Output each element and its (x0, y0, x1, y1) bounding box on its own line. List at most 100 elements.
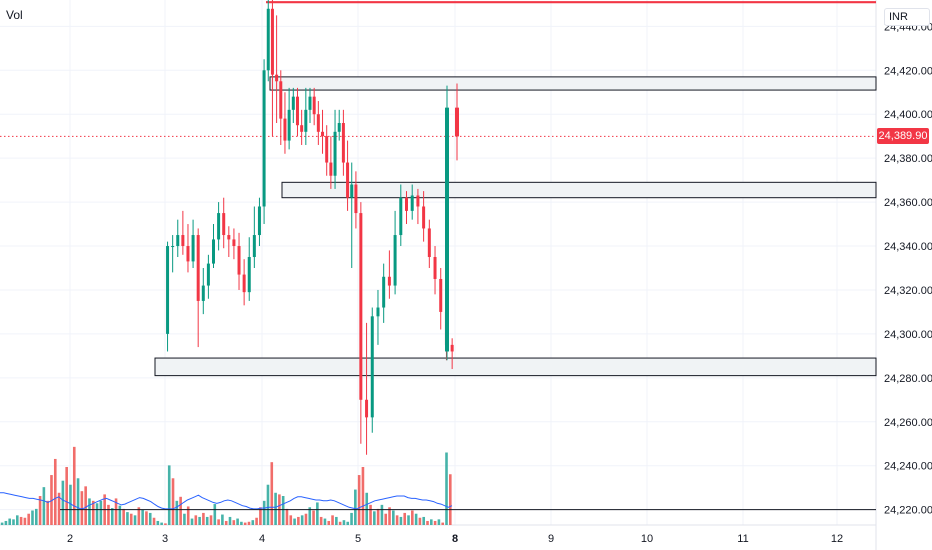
candle-body (325, 136, 329, 163)
volume-bar (331, 515, 334, 525)
candle-body (405, 197, 408, 211)
candle-body (242, 274, 246, 293)
candle-body (387, 276, 391, 286)
price-tick-label: 24,320.00 (884, 285, 932, 297)
candle-body (186, 246, 190, 262)
volume-bar (399, 516, 403, 525)
volume-bar (213, 504, 217, 525)
candle-body (433, 257, 437, 279)
candle-body (181, 235, 185, 247)
volume-bar (137, 507, 141, 525)
volume-bar (175, 500, 179, 525)
candle-body (304, 109, 308, 132)
volume-bar (255, 517, 258, 525)
candle-body (321, 131, 325, 137)
candle-body (232, 239, 236, 247)
candle-body (422, 206, 426, 229)
volume-bar (380, 504, 384, 525)
candle-body (300, 125, 304, 132)
candle-body (316, 114, 320, 132)
time-tick-label: 4 (259, 533, 265, 545)
volume-bar (8, 518, 11, 525)
volume-bar (148, 512, 152, 525)
volume-bar (118, 505, 122, 525)
volume-bar (228, 516, 232, 525)
volume-bar (426, 520, 429, 525)
volume-bar (342, 520, 346, 525)
candle-body (196, 235, 200, 301)
volume-bar (186, 506, 190, 525)
price-tick-label: 24,220.00 (884, 505, 932, 517)
volume-bar (126, 512, 129, 525)
volume-bar (141, 509, 144, 525)
volume-bar (50, 475, 53, 525)
candle-body (450, 344, 454, 352)
price-tick-label: 24,380.00 (884, 153, 932, 165)
price-zone-box (154, 357, 877, 377)
candle-body (295, 96, 299, 126)
time-tick-label: 5 (355, 533, 361, 545)
time-tick-label: 9 (548, 533, 554, 545)
volume-bar (445, 452, 448, 525)
volume-bar (152, 517, 156, 525)
candle-body (227, 235, 231, 240)
volume-bar (422, 516, 426, 525)
candle-body (275, 74, 279, 82)
volume-bar (437, 519, 441, 525)
volume-bar (304, 513, 308, 525)
volume-bar (133, 515, 137, 525)
candle-body (354, 184, 358, 214)
candle-body (237, 246, 241, 275)
volume-bar (0, 522, 4, 525)
candle-body (455, 107, 459, 137)
candle-body (337, 123, 341, 132)
volume-bar (365, 492, 369, 525)
candle-body (266, 8, 270, 71)
volume-bar (392, 510, 395, 525)
volume-bar (205, 516, 209, 525)
volume-bar (65, 467, 68, 525)
volume-bar (69, 484, 72, 525)
time-tick-label: 12 (831, 533, 843, 545)
volume-bar (61, 480, 65, 525)
candle-body (212, 239, 215, 264)
volume-bar (312, 510, 315, 525)
volume-bar (354, 489, 357, 525)
time-tick-label: 2 (67, 533, 73, 545)
volume-bar (57, 492, 61, 525)
candle-body (176, 235, 180, 247)
volume-bar (198, 516, 201, 525)
price-zone-box (269, 76, 877, 91)
volume-bar (4, 520, 8, 525)
volume-bar (171, 478, 175, 525)
volume-bar (110, 508, 114, 525)
volume-bar (395, 515, 399, 525)
volume-bar (76, 478, 80, 525)
volume-bar (53, 458, 57, 525)
volume-bar (72, 446, 76, 525)
volume-bar (289, 515, 293, 525)
volume-indicator-label: Vol (6, 8, 23, 22)
volume-bar (418, 517, 422, 525)
volume-bar (388, 507, 391, 525)
candle-body (206, 263, 210, 286)
candle-body (171, 246, 175, 248)
volume-bar (384, 513, 388, 525)
volume-bar (346, 521, 350, 525)
currency-label[interactable]: INR (884, 8, 930, 26)
volume-bar (23, 517, 27, 525)
candle-body (445, 107, 449, 352)
volume-bar (183, 513, 186, 525)
volume-bar (281, 496, 285, 525)
volume-bar (411, 510, 414, 525)
volume-bar (80, 491, 84, 525)
volume-bar (369, 504, 372, 525)
volume-bar (221, 514, 224, 525)
volume-bar (27, 513, 30, 525)
volume-bar (338, 521, 342, 525)
price-tick-label: 24,400.00 (884, 109, 932, 121)
candle-body (427, 228, 431, 258)
volume-bar (42, 487, 46, 525)
candle-body (370, 316, 374, 418)
